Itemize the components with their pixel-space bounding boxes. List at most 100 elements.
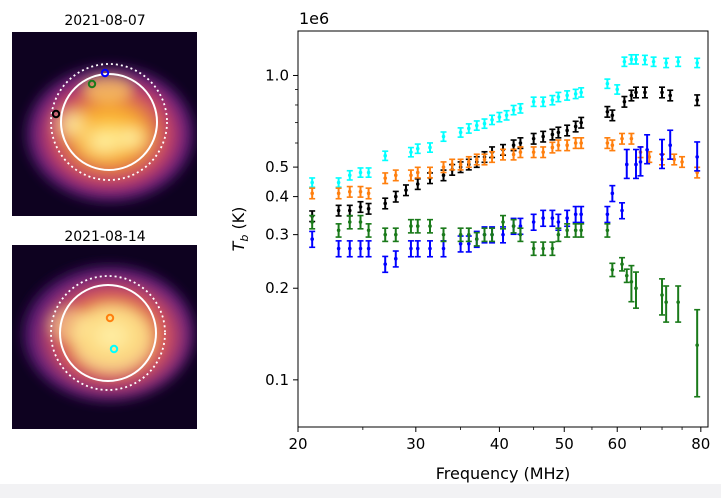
- data-point: [541, 134, 545, 139]
- panel-1-date: 2021-08-07: [64, 13, 146, 29]
- data-point: [393, 173, 398, 178]
- data-point: [393, 256, 398, 261]
- data-point: [541, 246, 545, 251]
- data-point: [605, 212, 610, 217]
- data-point: [366, 246, 371, 251]
- data-point: [347, 173, 352, 178]
- data-point: [366, 170, 371, 175]
- data-point: [620, 208, 624, 213]
- data-point: [409, 173, 413, 178]
- data-point: [347, 208, 352, 213]
- x-tick-label: 50: [555, 435, 574, 453]
- data-point: [490, 232, 494, 237]
- data-point: [550, 132, 555, 137]
- data-point: [565, 93, 569, 98]
- data-point: [518, 106, 523, 111]
- data-point: [610, 143, 615, 148]
- marker-cyan: [109, 344, 119, 354]
- data-point: [660, 293, 664, 297]
- data-point: [428, 224, 432, 228]
- data-point: [643, 58, 647, 62]
- data-point: [668, 143, 673, 148]
- x-tick-label: 20: [288, 435, 307, 453]
- data-point: [404, 188, 408, 192]
- series-cyan: [309, 53, 701, 189]
- data-point: [358, 170, 363, 175]
- data-point: [556, 143, 561, 148]
- data-point: [466, 160, 471, 164]
- data-point: [556, 130, 561, 135]
- data-point: [605, 228, 610, 233]
- y-tick-label: 0.2: [265, 279, 289, 297]
- data-point: [624, 273, 629, 278]
- data-point: [428, 246, 432, 251]
- data-point: [610, 113, 615, 118]
- x-tick-label: 60: [608, 435, 627, 453]
- data-point: [347, 246, 352, 251]
- data-point: [620, 136, 624, 141]
- data-point: [336, 208, 341, 213]
- data-point: [347, 189, 352, 194]
- offset-text: 1e6: [299, 9, 329, 28]
- data-point: [620, 262, 624, 266]
- data-point: [634, 286, 638, 291]
- data-point: [622, 99, 627, 104]
- data-point: [629, 136, 634, 141]
- data-point: [441, 232, 446, 237]
- data-point: [550, 216, 555, 220]
- data-point: [415, 170, 420, 175]
- data-point: [634, 90, 638, 95]
- data-point: [358, 189, 363, 194]
- data-point: [556, 232, 561, 237]
- bottom-strip: [0, 484, 721, 498]
- data-point: [383, 153, 388, 158]
- y-tick-label: 0.1: [265, 371, 289, 389]
- data-point: [695, 61, 699, 65]
- data-point: [651, 59, 656, 64]
- data-point: [310, 237, 314, 241]
- x-tick-label: 80: [691, 435, 710, 453]
- data-point: [622, 59, 627, 64]
- data-point: [672, 157, 677, 162]
- data-point: [409, 150, 413, 154]
- data-point: [573, 92, 578, 96]
- data-point: [441, 173, 446, 178]
- solar-image-panel-1: [12, 32, 197, 216]
- y-axis-label: Tb (K): [229, 207, 251, 252]
- y-tick-label: 0.3: [265, 226, 289, 244]
- panel-2-dotted-circle: [50, 275, 166, 391]
- data-point: [466, 126, 471, 131]
- data-point: [610, 191, 615, 196]
- data-point: [565, 128, 569, 133]
- data-point: [383, 201, 388, 206]
- data-point: [634, 57, 638, 62]
- data-point: [441, 246, 446, 251]
- data-point: [511, 152, 516, 157]
- data-point: [458, 241, 463, 246]
- marker-blue: [100, 68, 110, 78]
- data-point: [336, 191, 341, 196]
- data-point: [579, 120, 583, 125]
- data-point: [336, 246, 341, 251]
- data-point: [660, 90, 664, 95]
- data-point: [605, 141, 610, 145]
- data-point: [466, 232, 471, 237]
- data-point: [668, 93, 673, 98]
- data-point: [573, 228, 578, 233]
- data-point: [556, 95, 561, 99]
- data-point: [501, 232, 505, 237]
- data-point: [664, 300, 668, 304]
- data-point: [556, 220, 561, 224]
- x-tick-label: 30: [406, 435, 425, 453]
- plot-frame: [297, 30, 709, 428]
- data-point: [518, 141, 523, 145]
- data-point: [565, 216, 569, 220]
- data-point: [629, 279, 634, 284]
- data-point: [579, 90, 583, 95]
- data-point: [409, 224, 413, 228]
- y-tick-label: 1.0: [265, 66, 289, 84]
- data-point: [610, 267, 615, 272]
- data-point: [366, 228, 371, 233]
- data-point: [680, 160, 684, 164]
- data-point: [541, 150, 545, 154]
